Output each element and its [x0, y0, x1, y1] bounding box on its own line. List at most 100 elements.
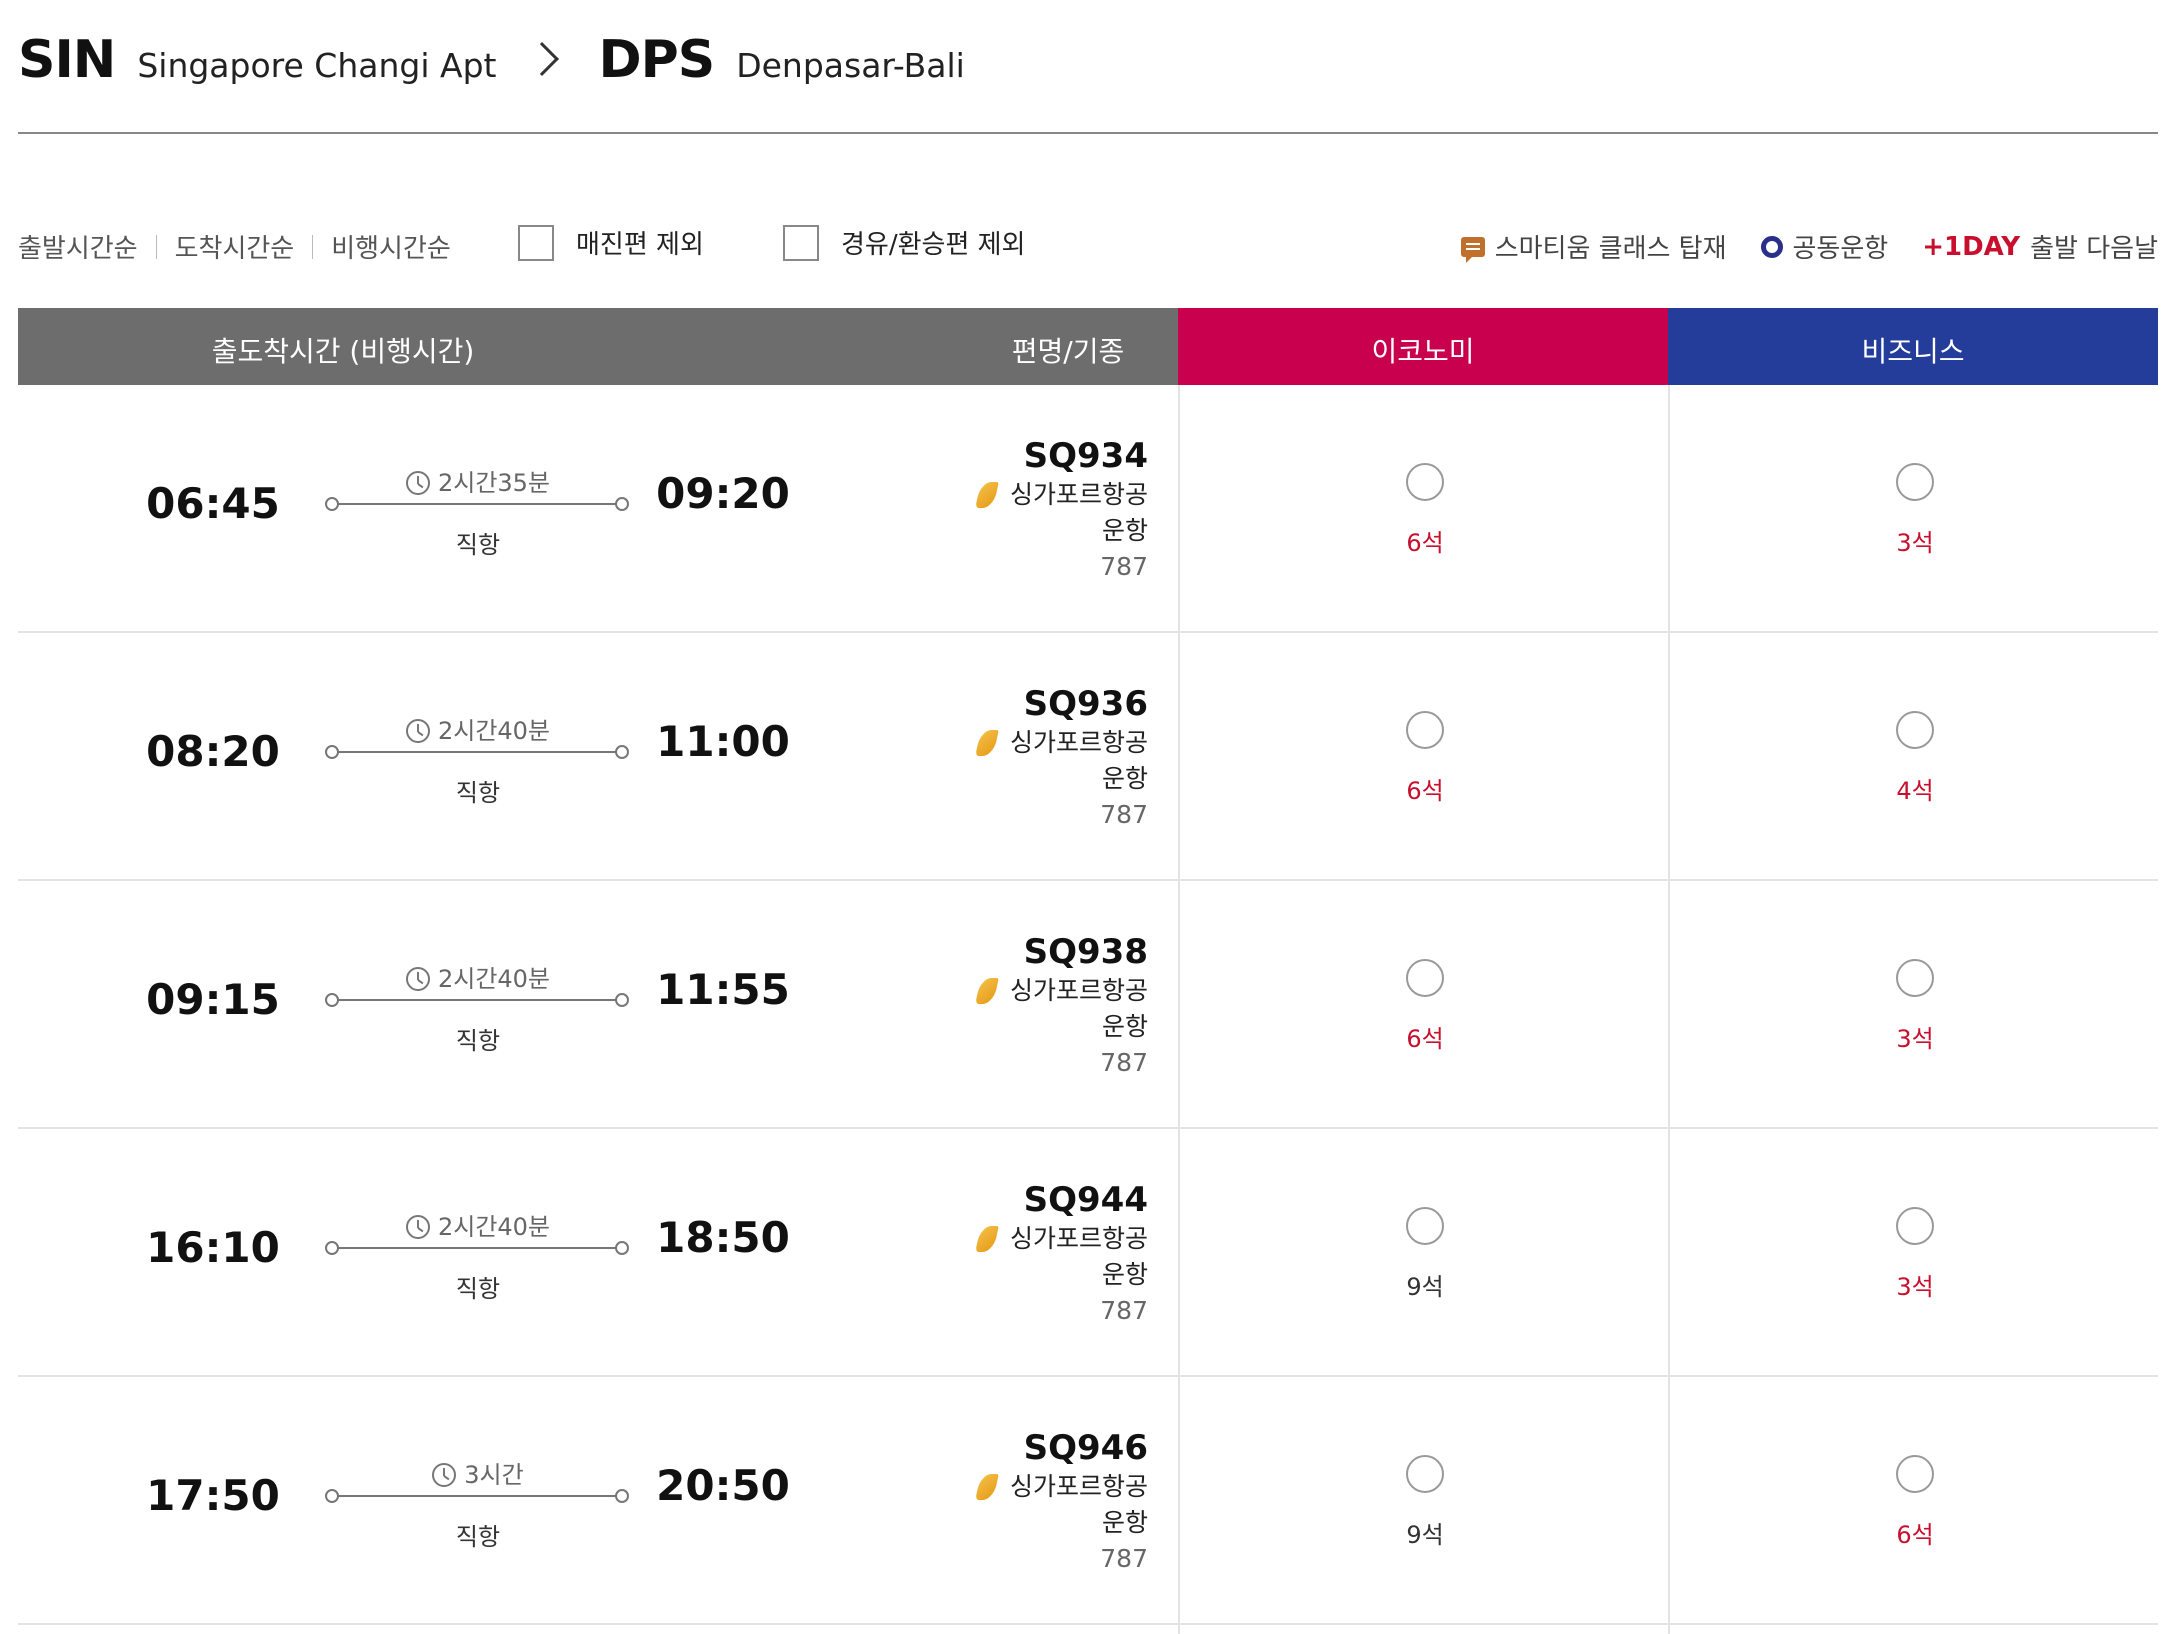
airline-name: 싱가포르항공	[1009, 728, 1148, 757]
sort-duration[interactable]: 비행시간순	[331, 234, 451, 264]
flight-type: 직항	[455, 1275, 501, 1303]
plus-day-badge: +1DAY	[1922, 231, 2021, 262]
departure-time: 17:50	[146, 1471, 280, 1520]
duration-text: 2시간40분	[437, 965, 551, 993]
track-end-dot	[615, 497, 629, 511]
aircraft-type: 787	[1100, 1544, 1148, 1573]
exclude-transfer-checkbox[interactable]: 경유/환승편 제외	[783, 224, 1025, 261]
aircraft-type: 787	[1100, 800, 1148, 829]
exclude-soldout-checkbox[interactable]: 매진편 제외	[518, 224, 704, 261]
header-economy: 이코노미	[1178, 308, 1668, 385]
chat-bubble-icon	[1460, 236, 1485, 263]
filter-bar: 출발시간순 도착시간순 비행시간순 매진편 제외 경유/환승편 제외 스마티움 …	[18, 218, 2158, 270]
singapore-airlines-logo-icon	[975, 1226, 999, 1252]
aircraft-type: 787	[1100, 552, 1148, 581]
route-track	[325, 497, 629, 511]
legend: 스마티움 클래스 탑재 공동운항 +1DAY 출발 다음날	[1427, 228, 2158, 265]
arrival-time: 11:00	[656, 717, 790, 766]
flight-info: SQ936 싱가포르항공 운항 787	[918, 683, 1148, 833]
track-start-dot	[325, 497, 339, 511]
arrival-time: 09:20	[656, 469, 790, 518]
flight-duration: 2시간35분	[328, 463, 628, 498]
economy-radio[interactable]	[1406, 1207, 1444, 1245]
business-seats: 6석	[1896, 1521, 1934, 1549]
business-seats: 3석	[1896, 529, 1934, 557]
legend-codeshare: 공동운항	[1760, 228, 1888, 265]
legend-plus-day-label: 출발 다음날	[2030, 234, 2158, 264]
business-cell: 4석	[1670, 711, 2160, 806]
header-flight: 편명/기종	[1011, 335, 1125, 368]
flight-row: 06:45 2시간35분 직항 09:20 SQ934 싱가포르항공 운항 78…	[18, 385, 2158, 633]
column-divider	[1668, 633, 1670, 879]
business-radio[interactable]	[1896, 711, 1934, 749]
flight-type: 직항	[455, 1027, 501, 1055]
business-cell: 3석	[1670, 959, 2160, 1054]
arrival-time: 11:55	[656, 965, 790, 1014]
header-time: 출도착시간 (비행시간)	[211, 335, 475, 368]
column-divider	[1668, 1129, 1670, 1375]
flight-type: 직항	[455, 1523, 501, 1551]
arrival-time: 20:50	[656, 1461, 790, 1510]
route-track	[325, 745, 629, 759]
flight-number[interactable]: SQ938	[1023, 932, 1148, 972]
operated-label: 운항	[1101, 516, 1148, 545]
flight-row: 08:20 2시간40분 직항 11:00 SQ936 싱가포르항공 운항 78…	[18, 633, 2158, 881]
legend-smartium: 스마티움 클래스 탑재	[1460, 228, 1727, 265]
track-end-dot	[615, 1241, 629, 1255]
flight-duration: 2시간40분	[328, 959, 628, 994]
aircraft-type: 787	[1100, 1048, 1148, 1077]
sort-arrival[interactable]: 도착시간순	[174, 234, 295, 264]
economy-radio[interactable]	[1406, 463, 1444, 501]
clock-icon	[405, 471, 430, 495]
business-radio[interactable]	[1896, 959, 1934, 997]
sort-departure[interactable]: 출발시간순	[18, 234, 138, 264]
departure-time: 08:20	[146, 727, 280, 776]
column-divider	[1178, 1377, 1180, 1623]
operated-label: 운항	[1101, 764, 1148, 793]
airline: 싱가포르항공	[918, 725, 1148, 761]
economy-cell: 6석	[1180, 463, 1670, 558]
column-divider	[1668, 1377, 1670, 1623]
aircraft-type: 787	[1100, 1296, 1148, 1325]
flight-number[interactable]: SQ934	[1023, 436, 1148, 476]
business-cell: 6석	[1670, 1455, 2160, 1550]
business-cell: 3석	[1670, 1207, 2160, 1302]
singapore-airlines-logo-icon	[975, 1474, 999, 1500]
flight-info: SQ934 싱가포르항공 운항 787	[918, 435, 1148, 585]
column-divider	[1668, 385, 1670, 631]
column-divider	[1178, 881, 1180, 1127]
ring-icon	[1760, 235, 1783, 258]
singapore-airlines-logo-icon	[975, 978, 999, 1004]
track-end-dot	[615, 745, 629, 759]
business-cell: 3석	[1670, 463, 2160, 558]
business-radio[interactable]	[1896, 463, 1934, 501]
column-divider	[1178, 385, 1180, 631]
airline: 싱가포르항공	[918, 1469, 1148, 1505]
divider	[312, 234, 314, 259]
track-start-dot	[325, 1489, 339, 1503]
airline-name: 싱가포르항공	[1009, 480, 1148, 509]
economy-radio[interactable]	[1406, 959, 1444, 997]
route-header: SIN Singapore Changi Apt DPS Denpasar-Ba…	[18, 30, 965, 110]
business-radio[interactable]	[1896, 1455, 1934, 1493]
airline-name: 싱가포르항공	[1009, 976, 1148, 1005]
economy-radio[interactable]	[1406, 711, 1444, 749]
column-divider	[1668, 881, 1670, 1127]
table-header: 출도착시간 (비행시간) 편명/기종 이코노미 비즈니스	[18, 308, 2158, 385]
economy-seats: 6석	[1406, 777, 1444, 805]
economy-cell: 9석	[1180, 1455, 1670, 1550]
flight-number[interactable]: SQ936	[1023, 684, 1148, 724]
economy-radio[interactable]	[1406, 1455, 1444, 1493]
column-divider	[1178, 1129, 1180, 1375]
checkbox-box[interactable]	[783, 224, 819, 261]
flight-type: 직항	[455, 531, 501, 559]
clock-icon	[432, 1463, 457, 1487]
flight-number[interactable]: SQ944	[1023, 1180, 1148, 1220]
business-radio[interactable]	[1896, 1207, 1934, 1245]
column-divider	[1668, 1625, 1670, 1634]
flight-number[interactable]: SQ946	[1023, 1428, 1148, 1468]
track-end-dot	[615, 1489, 629, 1503]
track-end-dot	[615, 993, 629, 1007]
dest-code: DPS	[598, 30, 715, 90]
checkbox-box[interactable]	[518, 224, 554, 261]
